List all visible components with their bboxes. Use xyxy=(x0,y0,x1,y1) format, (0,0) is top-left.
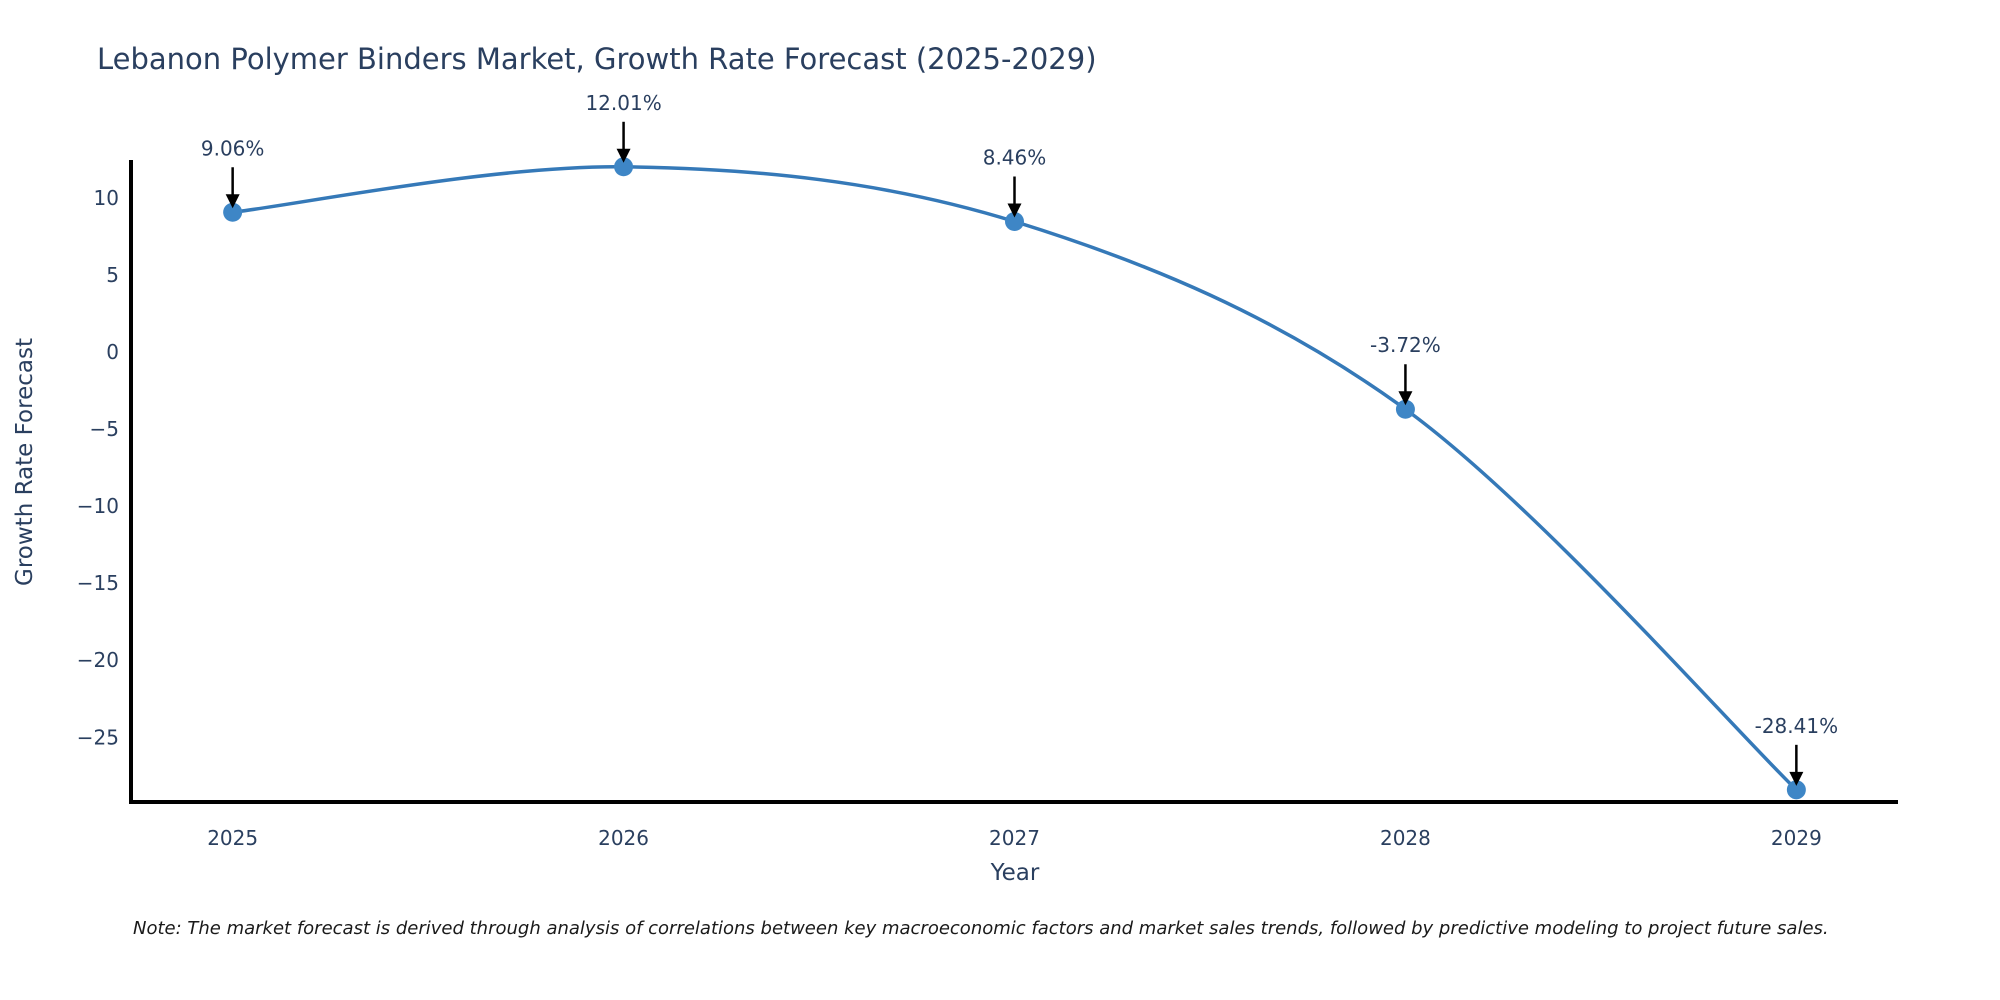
x-tick-label: 2027 xyxy=(989,826,1040,850)
annotation-arrow-head xyxy=(225,194,240,209)
x-tick-label: 2026 xyxy=(598,826,649,850)
x-tick-label: 2025 xyxy=(207,826,258,850)
chart-title: Lebanon Polymer Binders Market, Growth R… xyxy=(97,42,1097,76)
data-point-marker xyxy=(1786,780,1806,800)
y-tick-label: −20 xyxy=(77,648,119,672)
y-tick-label: −15 xyxy=(77,571,119,595)
data-point-marker xyxy=(1005,212,1024,232)
annotation-arrow-head xyxy=(1007,203,1022,218)
annotation-label: 12.01% xyxy=(585,91,661,115)
x-axis-title: Year xyxy=(990,860,1040,886)
annotation-arrow-head xyxy=(616,148,631,163)
footnote: Note: The market forecast is derived thr… xyxy=(133,918,1829,939)
y-tick-label: 0 xyxy=(106,340,119,364)
x-tick-label: 2028 xyxy=(1380,826,1431,850)
data-point-marker xyxy=(614,157,634,177)
annotation-label: 8.46% xyxy=(983,146,1047,170)
forecast-line-series xyxy=(230,165,1799,792)
annotation-label: 9.06% xyxy=(201,136,265,160)
y-tick-label: −10 xyxy=(77,494,119,518)
x-tick-label: 2029 xyxy=(1771,826,1822,850)
y-tick-label: −5 xyxy=(90,417,119,441)
axis-lines xyxy=(129,160,1898,804)
annotation-arrow-head xyxy=(1789,771,1804,786)
data-point-marker xyxy=(1395,399,1415,419)
data-point-marker xyxy=(223,202,243,222)
annotation-arrow-head xyxy=(1398,391,1413,406)
y-tick-label: −25 xyxy=(77,725,119,749)
y-tick-label: 5 xyxy=(106,263,119,287)
y-tick-label: 10 xyxy=(94,186,119,210)
annotation-label: -3.72% xyxy=(1370,333,1441,357)
annotation-label: -28.41% xyxy=(1755,714,1838,738)
